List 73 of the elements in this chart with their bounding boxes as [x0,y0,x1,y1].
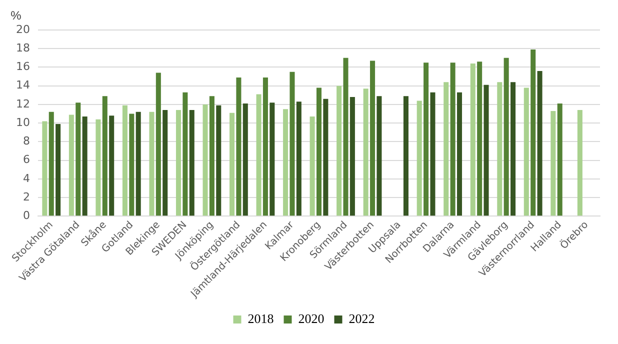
bar [336,86,342,216]
bar [510,82,516,216]
y-tick-label: 4 [22,172,30,185]
bar [189,110,194,216]
bar [68,114,74,216]
bar [76,102,81,216]
bar [310,116,315,216]
bar [403,96,408,216]
bar [176,110,182,216]
bar [290,72,295,216]
bar [370,60,376,216]
bar [102,96,108,216]
bar [149,112,154,216]
bar [477,62,482,216]
bar [296,102,302,216]
bar [156,72,161,216]
y-tick-label: 16 [16,60,30,74]
bar [182,92,188,216]
y-tick-label: 14 [16,78,30,92]
bar [122,105,128,216]
y-tick-label: 6 [22,153,30,166]
legend-label: 2022 [348,310,375,326]
bar [323,98,328,216]
bar [136,112,141,216]
bar [537,70,542,216]
bar [242,104,248,216]
legend-label: 2020 [298,310,324,326]
bar [343,58,348,216]
bar [236,77,242,216]
bar [376,96,382,216]
bar [350,97,355,216]
bar [56,124,61,216]
y-tick-label: 2 [22,190,30,204]
y-tick-label: 10 [16,116,30,129]
bar [550,110,556,216]
bar [430,92,436,216]
bar [256,94,262,216]
y-axis-title: % [10,8,22,22]
bar [262,77,268,216]
bar [450,62,456,216]
bar [363,88,368,216]
bar [444,82,449,216]
bar [456,92,462,216]
bar [129,114,134,216]
bar [42,121,48,216]
bar [216,105,222,216]
y-tick-label: 8 [22,134,30,148]
y-tick-label: 18 [16,41,30,54]
bar [504,58,509,216]
bar [270,102,275,216]
bar [530,50,536,216]
bar [230,112,235,216]
bar [283,109,288,216]
bar [497,82,502,216]
bar [48,112,54,216]
y-tick-label: 20 [16,22,30,36]
bar [470,64,476,216]
legend-label: 2018 [248,310,274,326]
bar [577,110,582,216]
bar [82,116,88,216]
bar [524,88,529,216]
y-tick-label: 0 [22,208,30,222]
bar [484,84,489,216]
bar [424,62,429,216]
bar [557,104,562,216]
bar [162,110,168,216]
bar [209,96,214,216]
bar [316,88,322,216]
bar [96,119,101,216]
bar [416,100,422,216]
bar [109,116,114,216]
y-tick-label: 12 [16,97,30,110]
bar [202,104,208,216]
